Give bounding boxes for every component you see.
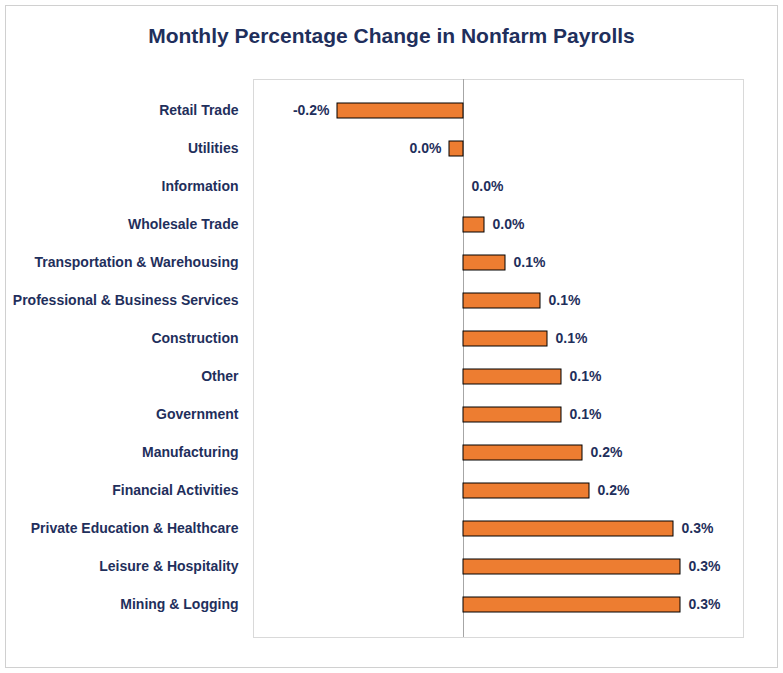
svg-text:0.1%: 0.1% (514, 254, 546, 270)
svg-text:Information: Information (162, 178, 239, 194)
svg-text:Leisure & Hospitality: Leisure & Hospitality (99, 558, 238, 574)
html-text:Monthly Percentage Change in N: Monthly Percentage Change in Nonfarm Pay… (148, 24, 635, 47)
svg-text:Financial Activities: Financial Activities (112, 482, 239, 498)
svg-text:Utilities: Utilities (188, 140, 239, 156)
svg-text:0.0%: 0.0% (493, 216, 525, 232)
svg-text:Other: Other (201, 368, 239, 384)
svg-text:Transportation & Warehousing: Transportation & Warehousing (34, 254, 238, 270)
svg-text:Government: Government (156, 406, 239, 422)
svg-text:Private Education & Healthcare: Private Education & Healthcare (31, 520, 239, 536)
svg-text:Manufacturing: Manufacturing (142, 444, 238, 460)
svg-text:0.1%: 0.1% (556, 330, 588, 346)
svg-text:0.1%: 0.1% (549, 292, 581, 308)
svg-text:0.3%: 0.3% (689, 558, 721, 574)
svg-text:0.0%: 0.0% (410, 140, 442, 156)
svg-text:0.0%: 0.0% (472, 178, 504, 194)
svg-text:0.1%: 0.1% (570, 368, 602, 384)
svg-text:-0.2%: -0.2% (293, 102, 330, 118)
svg-text:Construction: Construction (151, 330, 238, 346)
svg-text:Retail Trade: Retail Trade (159, 102, 239, 118)
svg-text:Wholesale Trade: Wholesale Trade (128, 216, 239, 232)
svg-text:0.3%: 0.3% (689, 596, 721, 612)
svg-text:0.2%: 0.2% (591, 444, 623, 460)
svg-text:0.2%: 0.2% (598, 482, 630, 498)
svg-text:Mining & Logging: Mining & Logging (120, 596, 238, 612)
svg-text:Professional & Business Servic: Professional & Business Services (13, 292, 239, 308)
svg-text:0.1%: 0.1% (570, 406, 602, 422)
svg-text:0.3%: 0.3% (682, 520, 714, 536)
